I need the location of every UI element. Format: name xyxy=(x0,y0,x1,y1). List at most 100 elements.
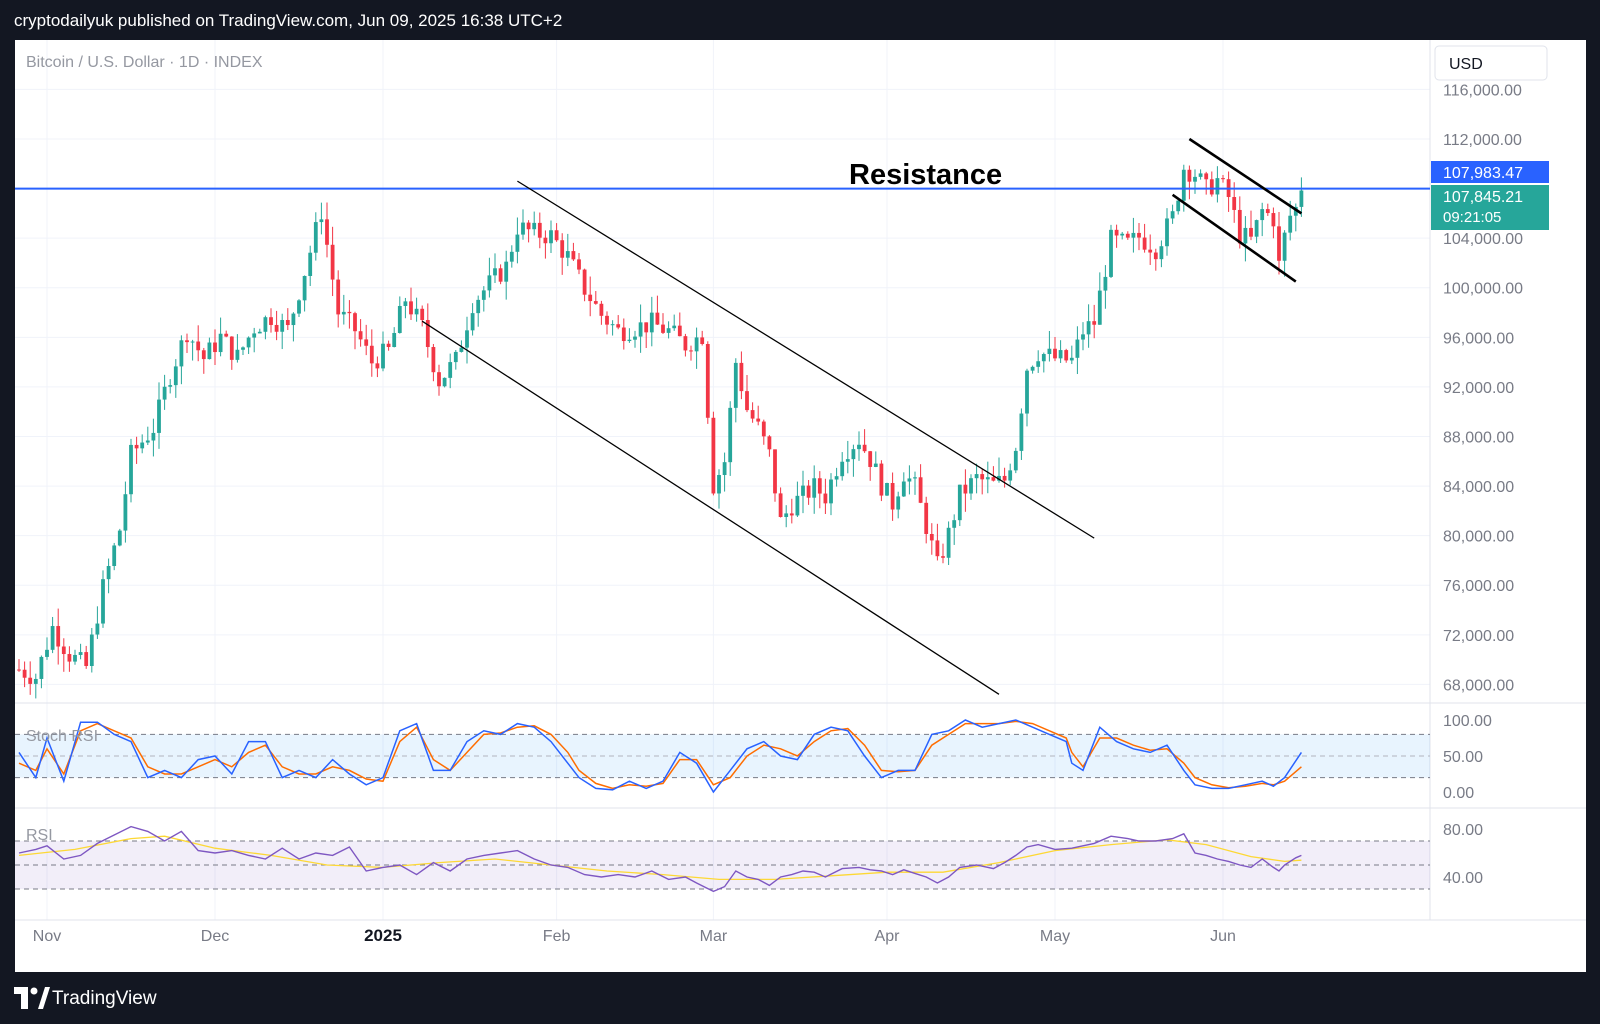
currency-selector[interactable]: USD xyxy=(1434,45,1548,81)
candle-body xyxy=(739,362,744,392)
candle-body xyxy=(465,330,469,348)
candle-body xyxy=(532,222,537,230)
candle-body xyxy=(302,275,307,301)
candle-body xyxy=(1103,276,1108,291)
candle-body xyxy=(1075,339,1080,358)
tradingview-logo-icon[interactable] xyxy=(14,987,50,1009)
candle-body xyxy=(392,332,397,348)
candle-body xyxy=(453,351,458,363)
time-tick-label: Mar xyxy=(700,928,728,945)
candle-body xyxy=(22,669,27,678)
candle-body xyxy=(1232,197,1237,210)
candle-body xyxy=(879,463,884,496)
candle-body xyxy=(935,540,940,557)
candle-body xyxy=(336,279,341,315)
candle-body xyxy=(420,308,425,321)
candle-body xyxy=(565,251,570,258)
candle-body xyxy=(890,483,895,510)
candle-body xyxy=(941,556,945,558)
candle-body xyxy=(1058,350,1063,359)
candle-body xyxy=(633,336,637,340)
price-tick-label: 68,000.00 xyxy=(1443,677,1514,694)
candle-body xyxy=(498,268,503,282)
candle-body xyxy=(1260,209,1265,221)
candle-body xyxy=(330,244,335,280)
overlay-lines xyxy=(15,137,1430,695)
currency-label: USD xyxy=(1449,56,1483,73)
candle-body xyxy=(257,331,262,334)
candle-body xyxy=(700,337,705,345)
candle-body xyxy=(364,339,369,346)
candle-body xyxy=(521,222,525,235)
candle-body xyxy=(207,342,212,360)
candle-body xyxy=(621,327,626,342)
candle-body xyxy=(78,652,83,655)
candle-body xyxy=(812,478,817,498)
candle-body xyxy=(1176,200,1181,212)
candle-body xyxy=(431,347,436,373)
candle-body xyxy=(773,449,777,494)
currency-button[interactable] xyxy=(1434,45,1548,81)
candle-body xyxy=(577,259,581,270)
candle-body xyxy=(1086,321,1091,335)
oscillator-series xyxy=(18,719,1303,893)
candle-body xyxy=(929,533,934,541)
bull-flag-upper-line xyxy=(1188,137,1303,215)
candle-body xyxy=(913,477,917,479)
candle-body xyxy=(761,421,766,437)
candle-body xyxy=(341,311,346,315)
candle-body xyxy=(778,493,783,518)
candle-body xyxy=(504,261,509,282)
tradingview-brand: TradingView xyxy=(52,988,157,1009)
candle-body xyxy=(1237,209,1242,244)
price-tick-label: 92,000.00 xyxy=(1443,380,1514,397)
candle-body xyxy=(319,219,324,223)
price-tick-label: 116,000.00 xyxy=(1443,82,1522,99)
high-price-tag xyxy=(1431,161,1549,183)
candle-body xyxy=(627,339,632,342)
candle-body xyxy=(112,545,117,566)
rsi-tick-label: 80.00 xyxy=(1443,822,1483,839)
btc-chart[interactable]: 116,000.00 112,000.00 104,000.00 100,000.00… xyxy=(15,40,1586,972)
candle-body xyxy=(873,463,878,467)
price-tags: 107,983.47 107,845.21 09:21:05 xyxy=(1431,161,1549,230)
candle-body xyxy=(728,407,733,463)
candle-body xyxy=(297,300,301,314)
candle-body xyxy=(862,444,867,452)
candle-body xyxy=(134,444,139,449)
candle-body xyxy=(582,269,587,295)
candle-body xyxy=(1159,246,1164,260)
candle-body xyxy=(1081,334,1085,340)
candle-body xyxy=(1209,179,1214,195)
candle-body xyxy=(1243,227,1248,244)
candle-body xyxy=(313,222,318,253)
candle-body xyxy=(834,476,839,480)
candle-body xyxy=(1288,215,1293,233)
candle-body xyxy=(280,320,285,332)
candle-body xyxy=(560,240,565,258)
candle-body xyxy=(1187,169,1192,182)
candle-body xyxy=(1198,173,1203,177)
candle-body xyxy=(106,565,111,580)
candle-body xyxy=(493,268,497,276)
candle-body xyxy=(1181,169,1186,201)
time-tick-label: Feb xyxy=(543,928,571,945)
candle-body xyxy=(381,343,385,369)
candle-body xyxy=(470,313,475,331)
candle-body xyxy=(347,311,352,314)
candle-body xyxy=(1019,413,1024,451)
candle-body xyxy=(157,399,161,433)
candle-body xyxy=(969,478,973,494)
candle-body xyxy=(1131,232,1136,238)
candle-body xyxy=(185,340,189,343)
stoch-tick-label: 0.00 xyxy=(1443,785,1474,802)
candle-body xyxy=(33,678,38,684)
candle-body xyxy=(246,337,251,348)
candle-body xyxy=(638,322,643,337)
candle-body xyxy=(101,579,105,624)
candle-body xyxy=(481,290,486,300)
candle-body xyxy=(543,237,548,244)
candle-body xyxy=(946,527,951,558)
candle-body xyxy=(1165,218,1169,247)
candle-body xyxy=(459,347,464,352)
